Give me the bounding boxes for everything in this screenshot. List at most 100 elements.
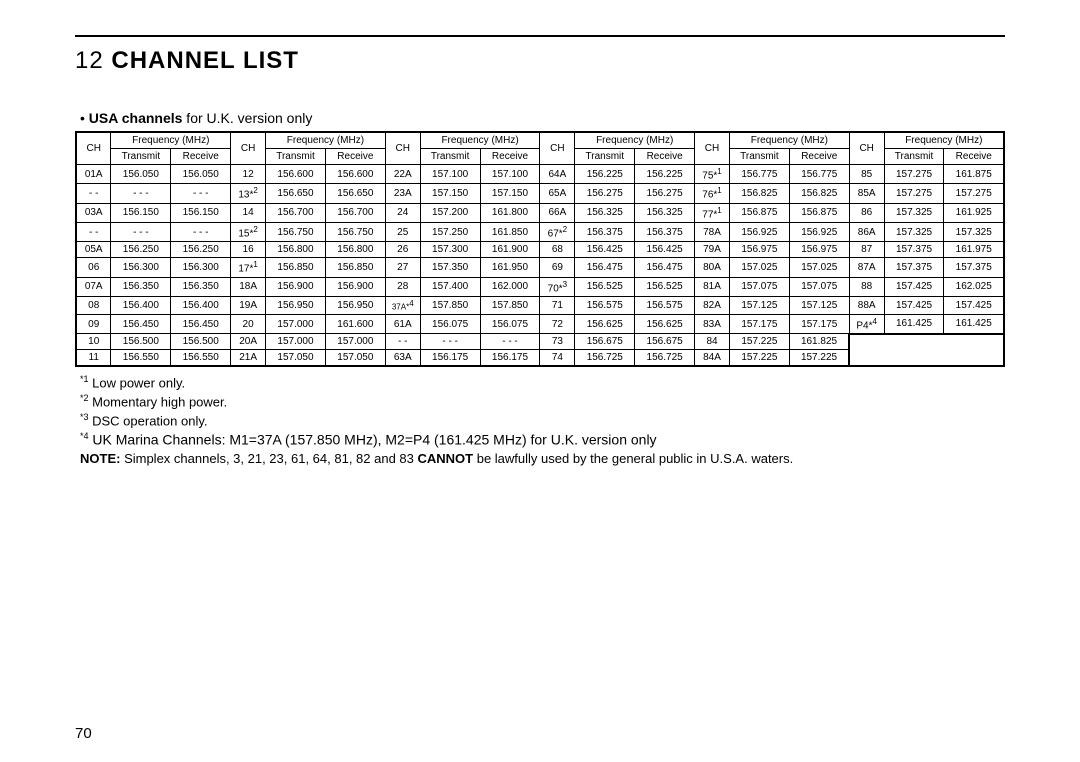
cell-tx: 156.700 — [266, 203, 326, 222]
cell-rx: 156.350 — [171, 277, 231, 296]
cell-tx: 156.550 — [111, 350, 171, 367]
cell-ch: 88A — [849, 296, 884, 314]
header-frequency: Frequency (MHz) — [575, 132, 695, 149]
cell-rx: 161.850 — [480, 222, 540, 241]
cell-tx: 157.425 — [884, 277, 944, 296]
cell-tx: 156.175 — [420, 350, 480, 367]
cell-tx: 157.425 — [884, 296, 944, 314]
cell-rx: 156.425 — [635, 242, 695, 258]
cell-ch: - - — [385, 334, 420, 350]
cell-rx: 156.750 — [325, 222, 385, 241]
cell-tx: 156.975 — [729, 242, 789, 258]
cell-tx: 156.950 — [266, 296, 326, 314]
cell-rx: 156.400 — [171, 296, 231, 314]
header-receive: Receive — [944, 149, 1004, 165]
cell-tx: 156.400 — [111, 296, 171, 314]
header-transmit: Transmit — [266, 149, 326, 165]
cell-tx: 157.000 — [266, 314, 326, 334]
cell-ch: 84 — [695, 334, 730, 350]
cell-rx: 156.575 — [635, 296, 695, 314]
cell-ch: 11 — [76, 350, 111, 367]
cell-rx: 156.250 — [171, 242, 231, 258]
cell-rx: 157.075 — [789, 277, 849, 296]
header-ch: CH — [540, 132, 575, 165]
cell-tx: 156.600 — [266, 165, 326, 184]
cell-rx: 156.500 — [171, 334, 231, 350]
cell-rx: 162.000 — [480, 277, 540, 296]
cell-ch: 81A — [695, 277, 730, 296]
cell-rx: 157.125 — [789, 296, 849, 314]
cell-ch: 01A — [76, 165, 111, 184]
header-receive: Receive — [635, 149, 695, 165]
footnotes: *1 Low power only. *2 Momentary high pow… — [75, 373, 1005, 467]
header-ch: CH — [849, 132, 884, 165]
header-receive: Receive — [171, 149, 231, 165]
cell-rx: 157.375 — [944, 258, 1004, 277]
cell-rx: 161.875 — [944, 165, 1004, 184]
cell-ch: 22A — [385, 165, 420, 184]
cell-rx: 156.175 — [480, 350, 540, 367]
cell-rx: 161.825 — [789, 334, 849, 350]
cell-tx: 156.750 — [266, 222, 326, 241]
cell-ch: 63A — [385, 350, 420, 367]
header-transmit: Transmit — [884, 149, 944, 165]
cell-tx: 156.575 — [575, 296, 635, 314]
cell-tx: 156.775 — [729, 165, 789, 184]
cell-rx: 156.875 — [789, 203, 849, 222]
cell-ch: 65A — [540, 184, 575, 203]
cell-tx: 156.250 — [111, 242, 171, 258]
section-heading: 12 CHANNEL LIST — [75, 47, 1005, 75]
cell-tx: - - - — [111, 222, 171, 241]
cell-tx: 157.325 — [884, 203, 944, 222]
cell-rx: 157.850 — [480, 296, 540, 314]
cell-tx: 157.400 — [420, 277, 480, 296]
cell-tx: 156.900 — [266, 277, 326, 296]
header-transmit: Transmit — [729, 149, 789, 165]
cell-ch: 20A — [231, 334, 266, 350]
cell-ch: 61A — [385, 314, 420, 334]
cell-ch: 23A — [385, 184, 420, 203]
cell-rx: 157.325 — [944, 222, 1004, 241]
cell-rx: 157.275 — [944, 184, 1004, 203]
cell-ch: - - — [76, 222, 111, 241]
cell-ch: 21A — [231, 350, 266, 367]
section-number: 12 — [75, 47, 104, 74]
cell-tx: 161.425 — [884, 314, 944, 334]
cell-rx: 156.275 — [635, 184, 695, 203]
cell-rx: 161.900 — [480, 242, 540, 258]
cell-tx: 156.725 — [575, 350, 635, 367]
cell-rx: 156.725 — [635, 350, 695, 367]
cell-ch: 66A — [540, 203, 575, 222]
header-transmit: Transmit — [111, 149, 171, 165]
cell-rx: - - - — [171, 184, 231, 203]
cell-tx: 157.300 — [420, 242, 480, 258]
cell-ch: 16 — [231, 242, 266, 258]
cell-ch: P4*4 — [849, 314, 884, 334]
cell-ch: 71 — [540, 296, 575, 314]
cell-tx: 156.525 — [575, 277, 635, 296]
cell-rx: 156.675 — [635, 334, 695, 350]
cell-tx: 156.500 — [111, 334, 171, 350]
subtitle-rest: for U.K. version only — [182, 110, 312, 126]
cell-ch: 10 — [76, 334, 111, 350]
cell-tx: 157.150 — [420, 184, 480, 203]
header-frequency: Frequency (MHz) — [884, 132, 1004, 149]
cell-rx: 156.225 — [635, 165, 695, 184]
cell-rx: 157.225 — [789, 350, 849, 367]
cell-tx: - - - — [111, 184, 171, 203]
cell-ch: 18A — [231, 277, 266, 296]
cell-tx: 156.825 — [729, 184, 789, 203]
cell-tx: 157.275 — [884, 184, 944, 203]
cell-rx: 156.550 — [171, 350, 231, 367]
cell-tx: 156.800 — [266, 242, 326, 258]
header-frequency: Frequency (MHz) — [111, 132, 231, 149]
header-ch: CH — [695, 132, 730, 165]
cell-tx: 156.275 — [575, 184, 635, 203]
cell-rx: 156.525 — [635, 277, 695, 296]
cell-rx: 162.025 — [944, 277, 1004, 296]
cell-tx: 157.175 — [729, 314, 789, 334]
cell-tx: 157.250 — [420, 222, 480, 241]
cell-ch: 87A — [849, 258, 884, 277]
cell-ch: 86 — [849, 203, 884, 222]
cell-rx: - - - — [480, 334, 540, 350]
